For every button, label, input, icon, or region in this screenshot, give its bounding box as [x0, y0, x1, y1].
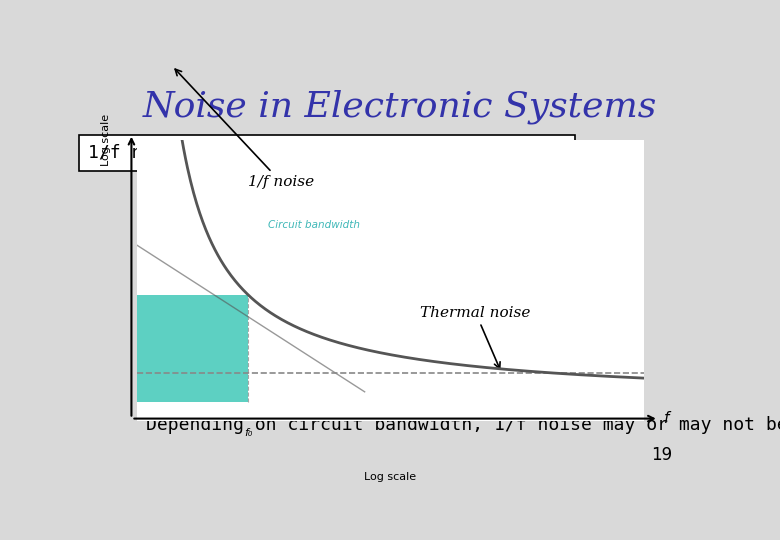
- Text: Depending on circuit bandwidth, 1/f noise may or may not be contributing: Depending on circuit bandwidth, 1/f nois…: [146, 416, 780, 434]
- Text: Thermal noise: Thermal noise: [420, 306, 531, 369]
- Text: f: f: [664, 411, 669, 426]
- Bar: [136, 295, 248, 402]
- Text: Noise in Electronic Systems: Noise in Electronic Systems: [143, 90, 657, 124]
- Text: Log scale: Log scale: [101, 114, 111, 166]
- Text: 1/f noise: 1/f noise: [176, 69, 314, 189]
- Text: Log scale: Log scale: [364, 472, 416, 482]
- Text: f₀: f₀: [244, 428, 252, 438]
- Text: 19: 19: [651, 446, 672, 464]
- Text: Circuit bandwidth: Circuit bandwidth: [268, 220, 360, 230]
- Text: 1/f noise and thermal noise (MOS Transistor): 1/f noise and thermal noise (MOS Transis…: [88, 144, 566, 162]
